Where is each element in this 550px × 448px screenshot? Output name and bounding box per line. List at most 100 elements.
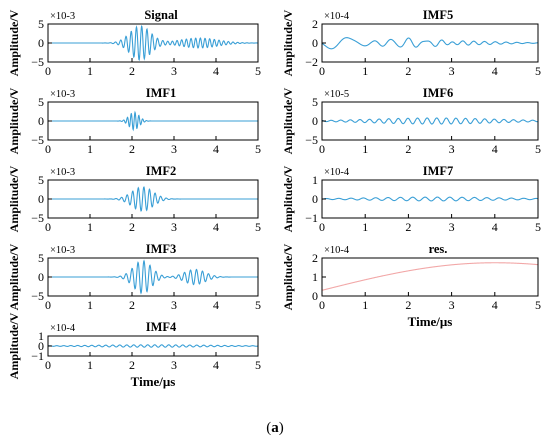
exponent-label: ×10-5 [324, 89, 349, 100]
series-line-1 [47, 344, 259, 348]
y-tick-label: 1 [38, 329, 44, 343]
y-tick-label: 5 [38, 17, 44, 31]
x-tick-label: 3 [171, 142, 177, 156]
y-axis-label: Amplitude/V [7, 9, 21, 76]
x-tick-label: 0 [45, 298, 51, 312]
panel-title: IMF2 [146, 164, 177, 178]
caption-open-paren: ( [266, 420, 272, 436]
y-tick-label: 0 [38, 114, 44, 128]
y-axis-label: Amplitude/V [7, 165, 21, 232]
exponent-label: ×10-3 [50, 89, 75, 100]
series-line-1 [321, 117, 539, 125]
x-tick-label: 4 [213, 358, 219, 372]
x-axis-label: Time/μs [131, 374, 176, 389]
series-line-1 [48, 110, 258, 132]
figure-caption: (a) [0, 420, 550, 437]
exponent-label: ×10-3 [50, 11, 75, 22]
x-tick-label: 3 [171, 298, 177, 312]
x-tick-label: 3 [171, 64, 177, 78]
x-tick-label: 5 [535, 64, 541, 78]
x-tick-label: 4 [213, 220, 219, 234]
x-tick-label: 1 [87, 220, 93, 234]
x-tick-label: 5 [535, 142, 541, 156]
y-tick-label: 1 [312, 270, 318, 284]
x-tick-label: 2 [129, 358, 135, 372]
x-tick-label: 2 [129, 220, 135, 234]
x-tick-label: 4 [492, 142, 498, 156]
x-tick-label: 0 [319, 142, 325, 156]
y-tick-label: −5 [305, 133, 318, 147]
panel-title: IMF5 [423, 8, 454, 22]
x-tick-label: 4 [213, 64, 219, 78]
x-tick-label: 2 [129, 64, 135, 78]
x-tick-label: 2 [129, 142, 135, 156]
x-tick-label: 3 [449, 142, 455, 156]
y-axis-label: Amplitude/V [281, 87, 295, 154]
x-tick-label: 0 [45, 142, 51, 156]
x-tick-label: 1 [362, 142, 368, 156]
x-tick-label: 2 [405, 220, 411, 234]
y-tick-label: 0 [312, 289, 318, 303]
x-tick-label: 4 [213, 142, 219, 156]
x-tick-label: 5 [255, 142, 261, 156]
y-tick-label: 0 [38, 339, 44, 353]
y-tick-label: 0 [312, 192, 318, 206]
y-tick-label: 0 [312, 36, 318, 50]
y-tick-label: −1 [31, 349, 44, 363]
y-tick-label: −5 [31, 289, 44, 303]
y-axis-label: Amplitude/V [281, 9, 295, 76]
y-tick-label: −5 [31, 55, 44, 69]
x-tick-label: 0 [319, 64, 325, 78]
axes-box [321, 257, 539, 297]
y-tick-label: −5 [31, 133, 44, 147]
y-tick-label: 0 [38, 192, 44, 206]
x-tick-label: 4 [492, 298, 498, 312]
axes-box [321, 23, 539, 63]
exponent-label: ×10-3 [50, 245, 75, 256]
exponent-label: ×10-4 [324, 167, 350, 178]
caption-letter: a [271, 420, 279, 436]
y-tick-label: 0 [38, 36, 44, 50]
x-tick-label: 2 [405, 298, 411, 312]
panel-title: IMF7 [423, 164, 454, 178]
y-axis-label: Amplitude/V [7, 243, 21, 310]
panel-title: Signal [144, 8, 178, 22]
y-tick-label: 2 [312, 17, 318, 31]
x-tick-label: 2 [129, 298, 135, 312]
x-tick-label: 5 [255, 298, 261, 312]
x-tick-label: 1 [87, 142, 93, 156]
exponent-label: ×10-4 [324, 245, 350, 256]
x-tick-label: 0 [45, 220, 51, 234]
exponent-label: ×10-4 [50, 323, 76, 334]
x-tick-label: 1 [87, 358, 93, 372]
x-tick-label: 2 [405, 64, 411, 78]
x-tick-label: 1 [362, 220, 368, 234]
x-tick-label: 3 [171, 358, 177, 372]
x-tick-label: 0 [45, 358, 51, 372]
panel-title: IMF6 [423, 86, 454, 100]
x-tick-label: 0 [319, 220, 325, 234]
x-tick-label: 1 [362, 298, 368, 312]
x-tick-label: 0 [319, 298, 325, 312]
panel-title: IMF4 [146, 320, 177, 334]
x-tick-label: 1 [362, 64, 368, 78]
y-axis-label: Amplitude/V [281, 165, 295, 232]
x-tick-label: 1 [87, 64, 93, 78]
x-tick-label: 1 [87, 298, 93, 312]
x-tick-label: 0 [45, 64, 51, 78]
y-tick-label: −5 [31, 211, 44, 225]
series-line-1 [321, 196, 539, 202]
series-line-1 [48, 186, 258, 212]
series-line-1 [321, 262, 539, 291]
x-tick-label: 5 [535, 220, 541, 234]
x-tick-label: 5 [535, 298, 541, 312]
y-tick-label: 5 [38, 173, 44, 187]
x-tick-label: 3 [449, 298, 455, 312]
